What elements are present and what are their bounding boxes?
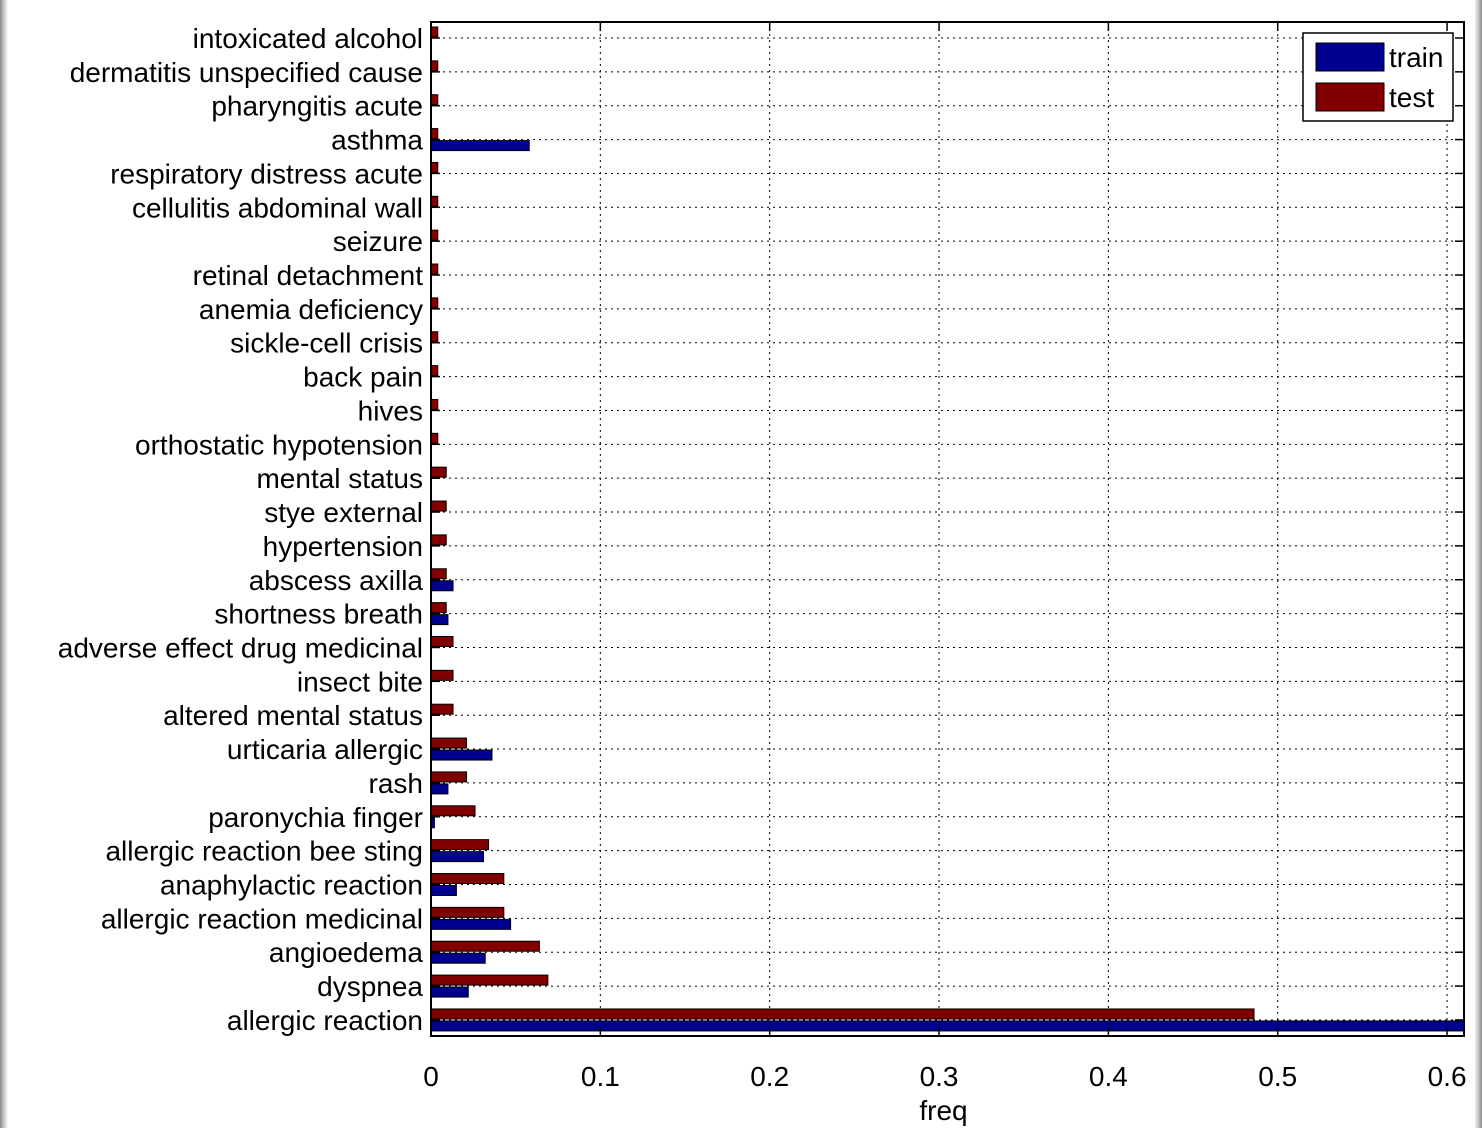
category-label: dyspnea (317, 971, 423, 1002)
plot-area (431, 22, 1464, 1036)
train-bar (430, 885, 457, 896)
train-bar (430, 986, 469, 998)
test-bar (430, 94, 439, 106)
x-tick-labels: 0 0.1 0.2 0.3 0.4 0.5 0.6 (423, 1061, 1466, 1092)
test-bar (430, 263, 439, 275)
train-legend-swatch (1315, 42, 1385, 72)
test-bar (430, 398, 439, 410)
category-label: allergic reaction bee sting (105, 836, 423, 867)
test-legend-swatch (1315, 82, 1385, 112)
category-label: seizure (333, 226, 423, 257)
category-label: urticaria allergic (227, 734, 423, 765)
test-bar (430, 635, 454, 647)
train-bar (430, 952, 486, 964)
x-axis-title: freq (919, 1095, 967, 1126)
x-tick-label: 0.2 (750, 1061, 789, 1092)
test-legend-label: test (1389, 82, 1434, 113)
train-bar (430, 749, 493, 761)
test-bar (430, 737, 468, 749)
axis-ticks (430, 22, 1464, 1036)
test-bar (430, 534, 447, 546)
x-tick-label: 0 (423, 1061, 439, 1092)
category-label: altered mental status (163, 700, 423, 731)
train-bar (430, 851, 484, 863)
category-label: dermatitis unspecified cause (70, 57, 423, 88)
test-bar (430, 161, 439, 173)
test-bar (430, 974, 549, 986)
test-bar (430, 771, 468, 783)
category-label: paronychia finger (208, 802, 423, 833)
train-bar (430, 580, 454, 592)
train-bar (430, 1020, 1465, 1032)
grid (431, 22, 1464, 1036)
category-label: angioedema (269, 937, 424, 968)
test-bar (430, 229, 439, 241)
category-label: pharyngitis acute (211, 91, 423, 122)
test-bar (430, 602, 447, 614)
train-bar (430, 614, 449, 626)
test-bar (430, 568, 447, 580)
x-tick-label: 0.1 (581, 1061, 620, 1092)
bars (430, 26, 1465, 1032)
x-tick-label: 0.4 (1089, 1061, 1128, 1092)
x-tick-label: 0.6 (1428, 1061, 1467, 1092)
category-label: abscess axilla (249, 565, 424, 596)
category-label: stye external (264, 497, 423, 528)
plot-border (430, 21, 1465, 1037)
test-bar (430, 906, 505, 918)
test-bar (430, 365, 439, 377)
test-bar (430, 195, 439, 207)
test-bar (430, 500, 447, 512)
x-tick-label: 0.5 (1258, 1061, 1297, 1092)
test-bar (430, 432, 439, 444)
test-bar (430, 703, 454, 715)
category-label: hypertension (263, 531, 423, 562)
category-label: retinal detachment (193, 260, 424, 291)
test-bar (430, 466, 447, 478)
category-label: intoxicated alcohol (193, 23, 423, 54)
category-label: cellulitis abdominal wall (132, 192, 423, 223)
category-label: insect bite (297, 666, 423, 697)
test-bar (430, 805, 476, 817)
test-bar (430, 60, 439, 72)
category-label: anemia deficiency (199, 294, 423, 325)
category-label: allergic reaction medicinal (101, 903, 423, 934)
test-bar (430, 331, 439, 343)
category-label: adverse effect drug medicinal (58, 632, 423, 663)
test-bar (430, 128, 439, 140)
category-label: hives (358, 395, 423, 426)
category-label: orthostatic hypotension (135, 429, 423, 460)
test-bar (430, 26, 439, 38)
x-tick-label: 0.3 (920, 1061, 959, 1092)
train-bar (430, 918, 512, 930)
test-bar (430, 940, 540, 952)
category-label: allergic reaction (227, 1005, 423, 1036)
train-bar (430, 140, 530, 152)
category-label: anaphylactic reaction (160, 870, 423, 901)
legend: train test (1302, 32, 1454, 122)
test-bar (430, 669, 454, 681)
category-label: shortness breath (214, 599, 423, 630)
category-label: asthma (331, 125, 423, 156)
category-label: back pain (303, 362, 423, 393)
test-bar (430, 297, 439, 309)
category-label: mental status (256, 463, 423, 494)
category-label: rash (369, 768, 423, 799)
test-bar (430, 873, 505, 884)
category-label: respiratory distress acute (110, 158, 423, 189)
test-bar (430, 839, 490, 851)
test-bar (430, 1008, 1255, 1020)
train-legend-label: train (1389, 42, 1443, 73)
category-label: sickle-cell crisis (230, 328, 423, 359)
train-bar (430, 783, 449, 795)
